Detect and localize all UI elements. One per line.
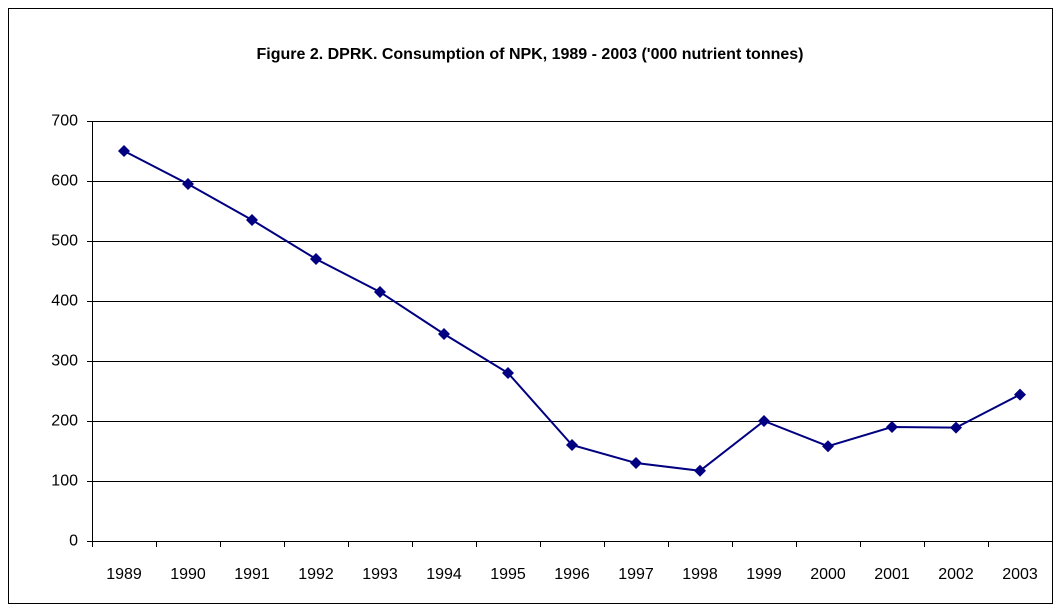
- marker: [502, 367, 514, 379]
- marker: [1014, 388, 1026, 401]
- marker: [182, 178, 194, 190]
- marker: [950, 421, 962, 434]
- x-tick-label: 1995: [490, 566, 526, 583]
- marker: [758, 415, 770, 427]
- x-tick-label: 1992: [298, 566, 334, 583]
- y-tick-label: 600: [51, 173, 78, 190]
- x-tick-label: 1993: [362, 566, 398, 583]
- chart-border: [8, 8, 1053, 604]
- y-tick-label: 200: [51, 413, 78, 430]
- chart-title: Figure 2. DPRK. Consumption of NPK, 1989…: [257, 46, 804, 63]
- marker: [438, 328, 450, 340]
- x-tick-label: 1990: [170, 566, 206, 583]
- x-tick-label: 1999: [746, 566, 782, 583]
- marker: [118, 145, 130, 157]
- marker: [310, 253, 322, 265]
- marker: [374, 286, 386, 298]
- x-tick-label: 1996: [554, 566, 590, 583]
- marker: [630, 457, 642, 469]
- x-tick-label: 1989: [106, 566, 142, 583]
- y-tick-label: 500: [51, 233, 78, 250]
- x-tick-label: 1997: [618, 566, 654, 583]
- x-tick-label: 2003: [1002, 566, 1038, 583]
- x-tick-label: 1991: [234, 566, 270, 583]
- y-tick-label: 400: [51, 293, 78, 310]
- y-tick-label: 700: [51, 113, 78, 130]
- marker: [886, 421, 898, 433]
- y-tick-label: 0: [69, 533, 78, 550]
- x-tick-label: 1994: [426, 566, 462, 583]
- marker: [566, 439, 578, 451]
- x-tick-label: 1998: [682, 566, 718, 583]
- x-tick-label: 2002: [938, 566, 974, 583]
- y-tick-label: 300: [51, 353, 78, 370]
- x-tick-label: 2000: [810, 566, 846, 583]
- marker: [246, 214, 258, 226]
- x-tick-label: 2001: [874, 566, 910, 583]
- marker: [822, 440, 834, 453]
- y-tick-label: 100: [51, 473, 78, 490]
- marker: [694, 464, 706, 477]
